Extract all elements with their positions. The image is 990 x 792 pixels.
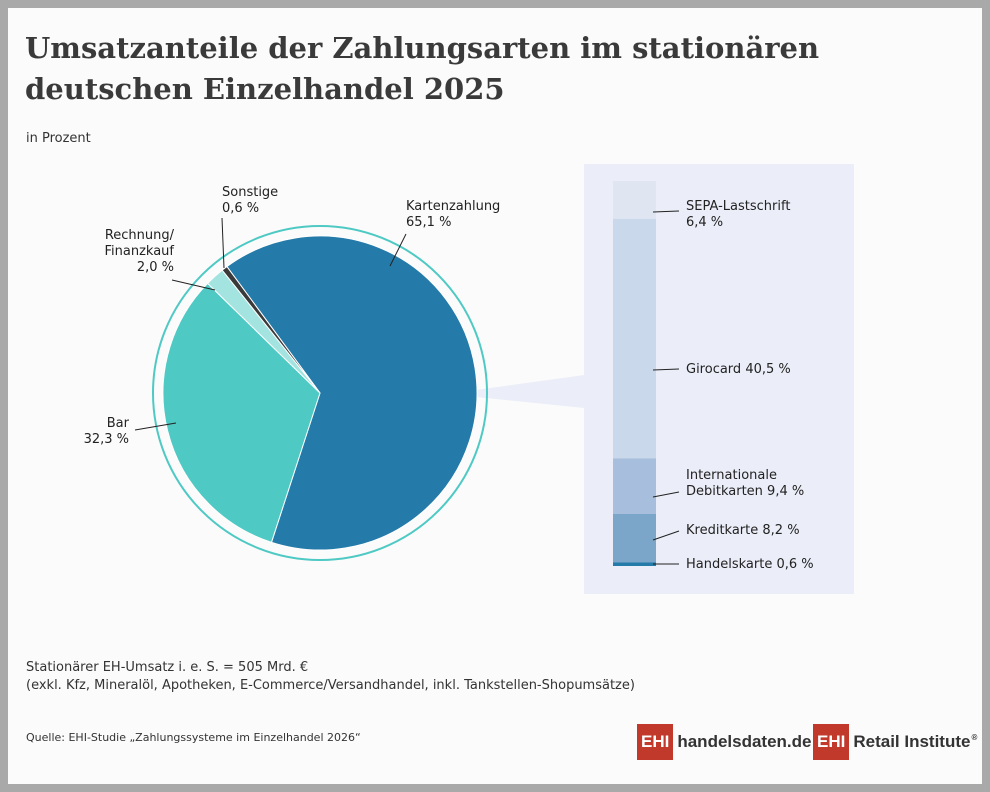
stacked-bar [613, 181, 656, 566]
logo-retail-institute[interactable]: EHI Retail Institute® [813, 724, 977, 760]
label-bar-name: Bar [107, 416, 130, 431]
pie-ring [152, 225, 488, 561]
source-note: Quelle: EHI-Studie „Zahlungssysteme im E… [26, 731, 361, 744]
pie-slice-kartenzahlung [226, 235, 478, 551]
connector-wedge [447, 375, 584, 408]
ehi-logo-box: EHI [637, 724, 674, 760]
logo-handelsdaten-text: handelsdaten.de [677, 732, 812, 751]
chart-subtitle: in Prozent [26, 131, 91, 146]
label-rechnung-name2: Finanzkauf [105, 244, 175, 259]
label-sonstige-value: 0,6 % [222, 201, 259, 216]
footnote-scope: (exkl. Kfz, Mineralöl, Apotheken, E-Comm… [26, 678, 635, 693]
pie-slice-sonstige [221, 265, 321, 394]
label-rechnung-name1: Rechnung/ [105, 228, 175, 243]
logo-handelsdaten[interactable]: EHI handelsdaten.de [637, 724, 811, 760]
leader-intl [652, 491, 680, 498]
label-sepa-line1: SEPA-Lastschrift [686, 199, 790, 214]
footnote-revenue: Stationärer EH-Umsatz i. e. S. = 505 Mrd… [26, 660, 309, 675]
bar-segment-kreditkarte [613, 513, 656, 563]
ehi-logo-box: EHI [813, 724, 850, 760]
label-kreditkarte: Kreditkarte 8,2 % [686, 523, 800, 538]
leader-kreditkarte [652, 530, 680, 541]
logo-retail-institute-name: Retail Institute [853, 732, 971, 751]
leader-kartenzahlung [389, 233, 407, 267]
logo-retail-institute-text: Retail Institute® [853, 732, 977, 752]
bar-segment-handelskarte [613, 562, 656, 566]
leader-sepa [652, 210, 680, 213]
leader-rechnung [171, 279, 216, 291]
leader-sonstige [221, 217, 225, 269]
label-girocard: Girocard 40,5 % [686, 362, 791, 377]
pie-chart [162, 235, 478, 551]
label-intl-line1: Internationale [686, 468, 777, 483]
label-bar-value: 32,3 % [84, 432, 129, 447]
label-sepa-line2: 6,4 % [686, 215, 723, 230]
bar-segment-sepa [613, 181, 656, 219]
label-kartenzahlung-name: Kartenzahlung [406, 199, 500, 214]
registered-mark: ® [971, 733, 978, 743]
label-sonstige-name: Sonstige [222, 185, 278, 200]
label-intl-line2: Debitkarten 9,4 % [686, 484, 804, 499]
pie-slice-bar [162, 282, 321, 543]
bar-segment-intl-debit [613, 458, 656, 514]
label-handelskarte: Handelskarte 0,6 % [686, 557, 814, 572]
label-kartenzahlung-value: 65,1 % [406, 215, 451, 230]
chart-title: Umsatzanteile der Zahlungsarten im stati… [25, 31, 820, 106]
leader-bar [134, 422, 177, 431]
label-rechnung-value: 2,0 % [137, 260, 174, 275]
bar-segment-girocard [613, 218, 656, 459]
leader-girocard [652, 368, 680, 371]
